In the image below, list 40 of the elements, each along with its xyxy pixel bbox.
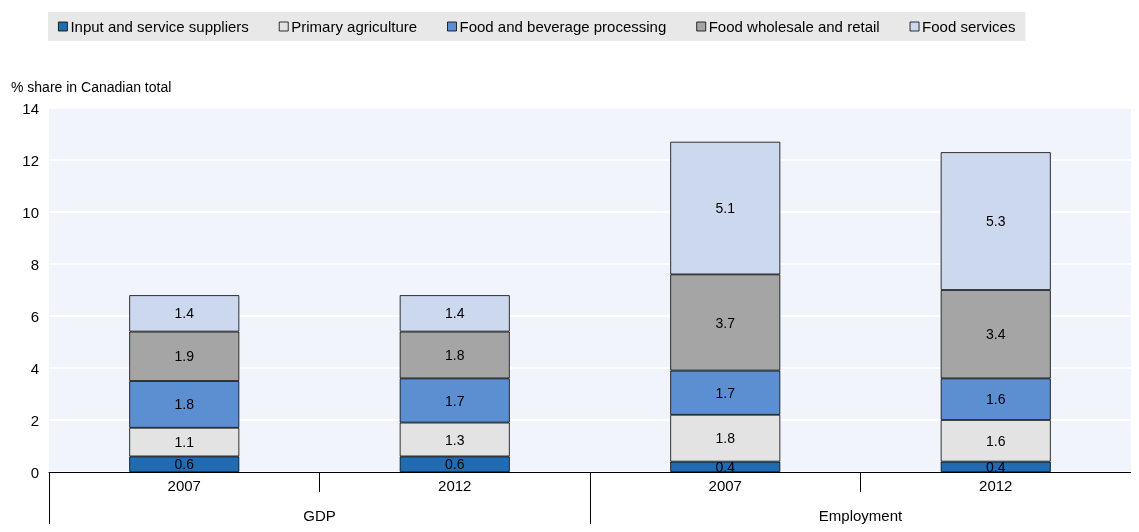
data-label: 1.7 [715,384,736,401]
data-label: 0.6 [174,456,195,473]
text: GDP [303,507,336,524]
x-tick-label: 2012 [979,477,1013,494]
data-label: 1.6 [986,391,1006,408]
y-tick-label: 12 [22,151,39,169]
y-tick-label: 4 [30,359,39,377]
legend-label: Food and beverage processing [459,18,667,35]
data-label: 1.9 [174,348,195,365]
x-tick-label: 2007 [167,477,201,494]
data-label: 1.8 [715,430,736,447]
data-label: 1.6 [986,432,1006,449]
y-tick-label: 8 [30,255,39,273]
y-tick-label: 14 [22,99,39,117]
y-tick-label: 10 [22,203,39,221]
legend-label: Primary agriculture [291,18,418,35]
data-label: 1.4 [445,305,465,322]
data-label: 1.1 [174,434,195,451]
data-label: 5.3 [986,213,1006,230]
legend-label: Food wholesale and retail [708,18,880,35]
legend-label: Input and service suppliers [70,18,249,35]
x-tick-label: 2012 [438,477,472,494]
data-label: 0.4 [715,458,736,475]
legend-label: Food services [922,18,1016,35]
y-tick-label: 0 [30,463,39,481]
data-label: 1.8 [445,347,465,363]
data-label: 1.7 [445,392,465,409]
x-tick-label: 2007 [708,477,742,494]
data-label: 1.3 [445,431,465,448]
data-label: 3.4 [986,326,1006,343]
y-axis-title: % share in Canadian total [11,79,172,95]
data-label: 1.8 [174,396,195,413]
data-label: 5.1 [715,200,736,217]
data-label: 3.7 [715,314,736,331]
data-label: 0.6 [445,456,465,473]
y-tick-label: 6 [30,307,39,325]
text: Employment [818,507,904,524]
y-tick-label: 2 [30,411,39,429]
data-label: 1.4 [174,305,195,322]
data-label: 0.4 [986,458,1006,475]
